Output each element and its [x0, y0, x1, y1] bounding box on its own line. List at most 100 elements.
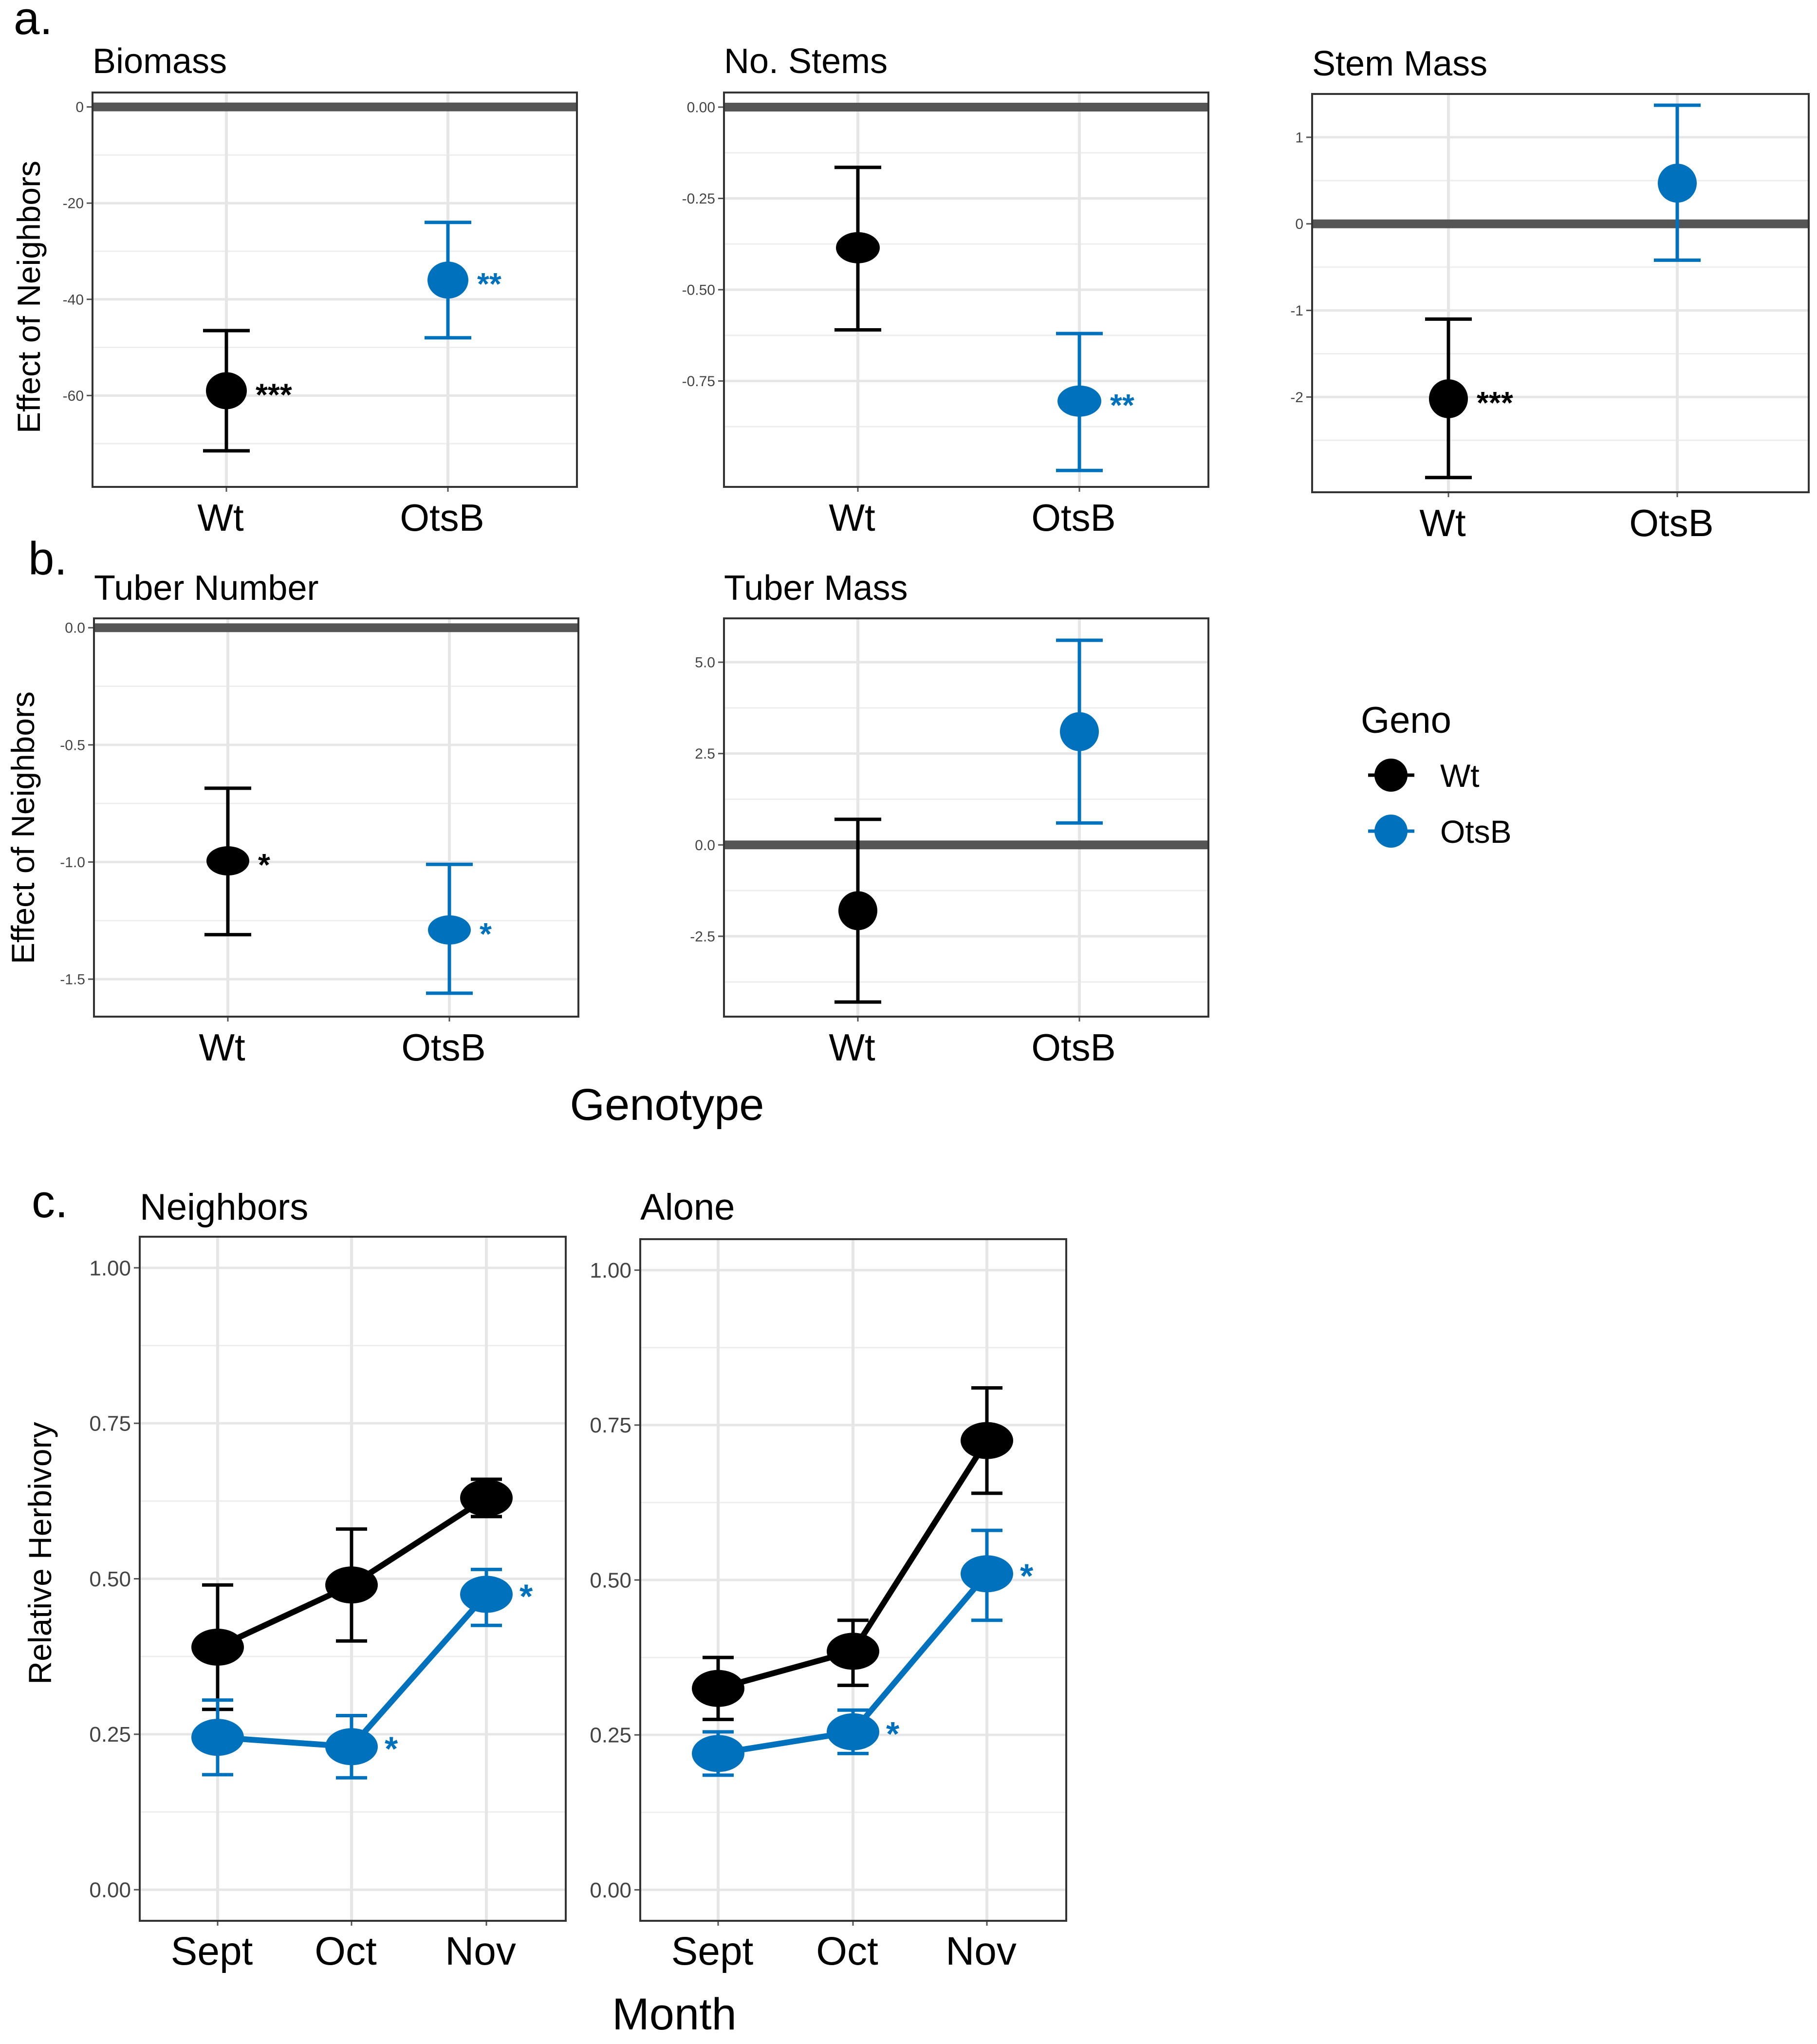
mean-point: [427, 261, 468, 299]
mean-point: [460, 1479, 513, 1517]
legend-key-point: [1374, 815, 1408, 848]
panel-background: [94, 618, 578, 1017]
mean-point: [961, 1422, 1013, 1459]
series-otsb: **: [191, 1567, 533, 1780]
y-tick-label: 1: [1295, 130, 1303, 146]
mean-point: [838, 891, 877, 930]
y-tick-label: 0.0: [695, 837, 715, 854]
mean-point: [428, 915, 471, 945]
data-point-otsb: [1056, 638, 1103, 825]
panel-frame: [93, 617, 579, 1018]
significance-marker: **: [1110, 388, 1134, 423]
data-point-otsb: [1654, 103, 1701, 262]
panel-frame: [92, 92, 578, 488]
significance-marker: *: [886, 1715, 900, 1753]
series-otsb: **: [692, 1528, 1034, 1777]
y-axis-label-effect-b: Effect of Neighbors: [5, 691, 41, 964]
panel-label-a: a.: [14, 0, 53, 44]
mean-point: [1429, 379, 1468, 418]
panel-frame: [1311, 93, 1810, 493]
y-tick-label: -0.25: [682, 191, 715, 207]
x-category-label: Nov: [445, 1929, 516, 1973]
legend: Geno Wt OtsB: [1361, 700, 1512, 850]
y-tick-label: -60: [63, 388, 84, 404]
mean-point: [325, 1728, 378, 1765]
data-point-otsb: **: [425, 221, 501, 340]
series-wt: [191, 1477, 513, 1711]
panel-tubernum: 0.0 -0.5 -1.0 -1.5 Wt OtsB Tuber Number * *: [60, 569, 579, 1069]
data-point-wt: [834, 818, 881, 1004]
y-tick-label: 0.00: [687, 100, 715, 116]
mean-point: [191, 1629, 244, 1666]
x-axis-label-genotype: Genotype: [570, 1080, 764, 1130]
legend-key-point: [1374, 759, 1408, 792]
significance-marker: **: [477, 266, 501, 301]
x-category-label: Sept: [671, 1929, 754, 1973]
panel-frame: [139, 1236, 567, 1922]
legend-title: Geno: [1361, 700, 1451, 741]
significance-marker: ***: [1477, 385, 1513, 420]
y-tick-label: -1.0: [60, 855, 85, 871]
y-tick-label: -2: [1290, 390, 1303, 406]
significance-marker: ***: [256, 377, 292, 412]
panel-background: [724, 618, 1208, 1017]
mean-point: [1060, 712, 1099, 751]
legend-item-wt: Wt: [1368, 758, 1480, 794]
y-tick-label: -1.5: [60, 972, 85, 988]
panel-title: Tuber Number: [94, 569, 319, 608]
x-axis-label-month: Month: [612, 1989, 737, 2039]
panel-frame: [639, 1238, 1067, 1922]
data-point-wt: *: [204, 786, 270, 937]
mean-point: [325, 1566, 378, 1604]
panel-title: Alone: [640, 1187, 735, 1228]
panel-background: [1312, 94, 1809, 492]
y-tick-label: 5.0: [695, 655, 715, 671]
y-tick-label: 2.5: [695, 746, 715, 762]
panel-frame: [723, 617, 1209, 1018]
y-tick-label: -2.5: [690, 929, 715, 945]
y-tick-label: 1.00: [590, 1259, 631, 1282]
x-category-label: OtsB: [401, 1026, 485, 1069]
y-tick-label: -0.50: [682, 282, 715, 298]
y-tick-label: -0.5: [60, 737, 85, 753]
x-category-label: Wt: [1419, 502, 1466, 544]
panel-background: [93, 93, 577, 487]
y-tick-label: 0: [1295, 216, 1303, 232]
x-category-label: OtsB: [400, 496, 484, 539]
significance-marker: *: [258, 847, 270, 882]
y-tick-label: 0.0: [65, 620, 85, 636]
significance-marker: *: [385, 1729, 398, 1767]
y-tick-label: 0.75: [590, 1413, 631, 1437]
data-point-wt: [834, 166, 881, 332]
mean-point: [460, 1576, 513, 1613]
y-axis-label-effect-a: Effect of Neighbors: [11, 161, 47, 433]
data-point-wt: ***: [203, 329, 292, 453]
y-tick-label: -20: [63, 196, 84, 212]
mean-point: [836, 232, 880, 263]
y-tick-label: 0: [75, 99, 84, 115]
mean-point: [961, 1555, 1013, 1593]
y-tick-label: -0.75: [682, 373, 715, 390]
panel-neighbors: 1.00 0.75 0.50 0.25 0.00 Sept Oct Nov Neighbors *…: [89, 1187, 567, 1973]
mean-point: [692, 1670, 744, 1707]
panel-frame: [723, 92, 1209, 488]
y-tick-label: -1: [1290, 303, 1303, 319]
y-tick-label: 0.75: [89, 1412, 131, 1436]
legend-item-label: Wt: [1440, 758, 1480, 794]
series-wt: [692, 1386, 1013, 1721]
x-category-label: Wt: [829, 1026, 875, 1069]
significance-marker: *: [519, 1577, 533, 1615]
mean-point: [692, 1735, 744, 1772]
x-category-label: OtsB: [1629, 502, 1713, 544]
x-category-label: Wt: [829, 496, 875, 539]
mean-point: [1658, 164, 1697, 203]
panel-title: Tuber Mass: [724, 569, 908, 608]
mean-point: [1057, 385, 1101, 417]
mean-point: [206, 372, 247, 409]
panel-label-c: c.: [32, 1175, 68, 1227]
y-tick-label: 1.00: [89, 1256, 131, 1280]
